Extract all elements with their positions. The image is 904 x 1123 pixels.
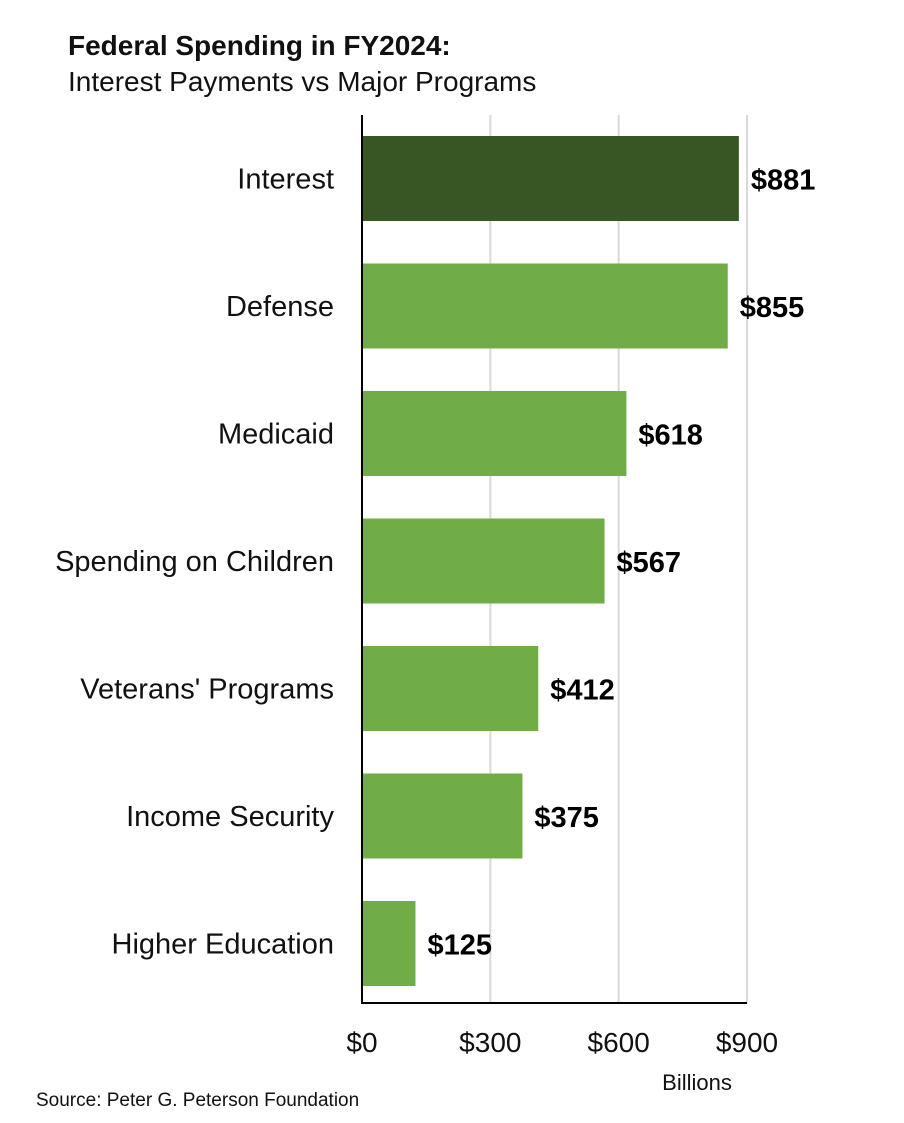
value-label: $567 <box>617 547 682 579</box>
category-label: Interest <box>237 164 334 196</box>
x-tick-label: $900 <box>716 1027 778 1058</box>
value-label: $412 <box>550 675 615 707</box>
value-label: $881 <box>751 165 816 197</box>
bar <box>362 773 523 859</box>
value-label: $855 <box>740 292 805 324</box>
category-label: Spending on Children <box>55 546 334 578</box>
category-label: Higher Education <box>112 929 334 961</box>
x-tick-label: $600 <box>588 1027 650 1058</box>
bar <box>362 646 539 731</box>
bar <box>362 136 739 221</box>
bar <box>362 391 627 476</box>
bar <box>362 263 728 349</box>
chart-title: Federal Spending in FY2024: <box>68 30 451 61</box>
chart-subtitle: Interest Payments vs Major Programs <box>68 66 537 97</box>
value-label: $375 <box>534 802 599 834</box>
category-label: Income Security <box>126 801 334 833</box>
category-label: Veterans' Programs <box>80 674 334 706</box>
value-label: $125 <box>427 930 492 962</box>
x-tick-label: $0 <box>346 1027 377 1058</box>
x-axis-title: Billions <box>662 1070 732 1095</box>
value-label: $618 <box>638 420 703 452</box>
bar <box>362 901 416 986</box>
x-tick-label: $300 <box>459 1027 521 1058</box>
source-note: Source: Peter G. Peterson Foundation <box>36 1090 360 1111</box>
category-label: Defense <box>226 291 334 323</box>
category-label: Medicaid <box>218 419 334 451</box>
bar <box>362 518 605 604</box>
